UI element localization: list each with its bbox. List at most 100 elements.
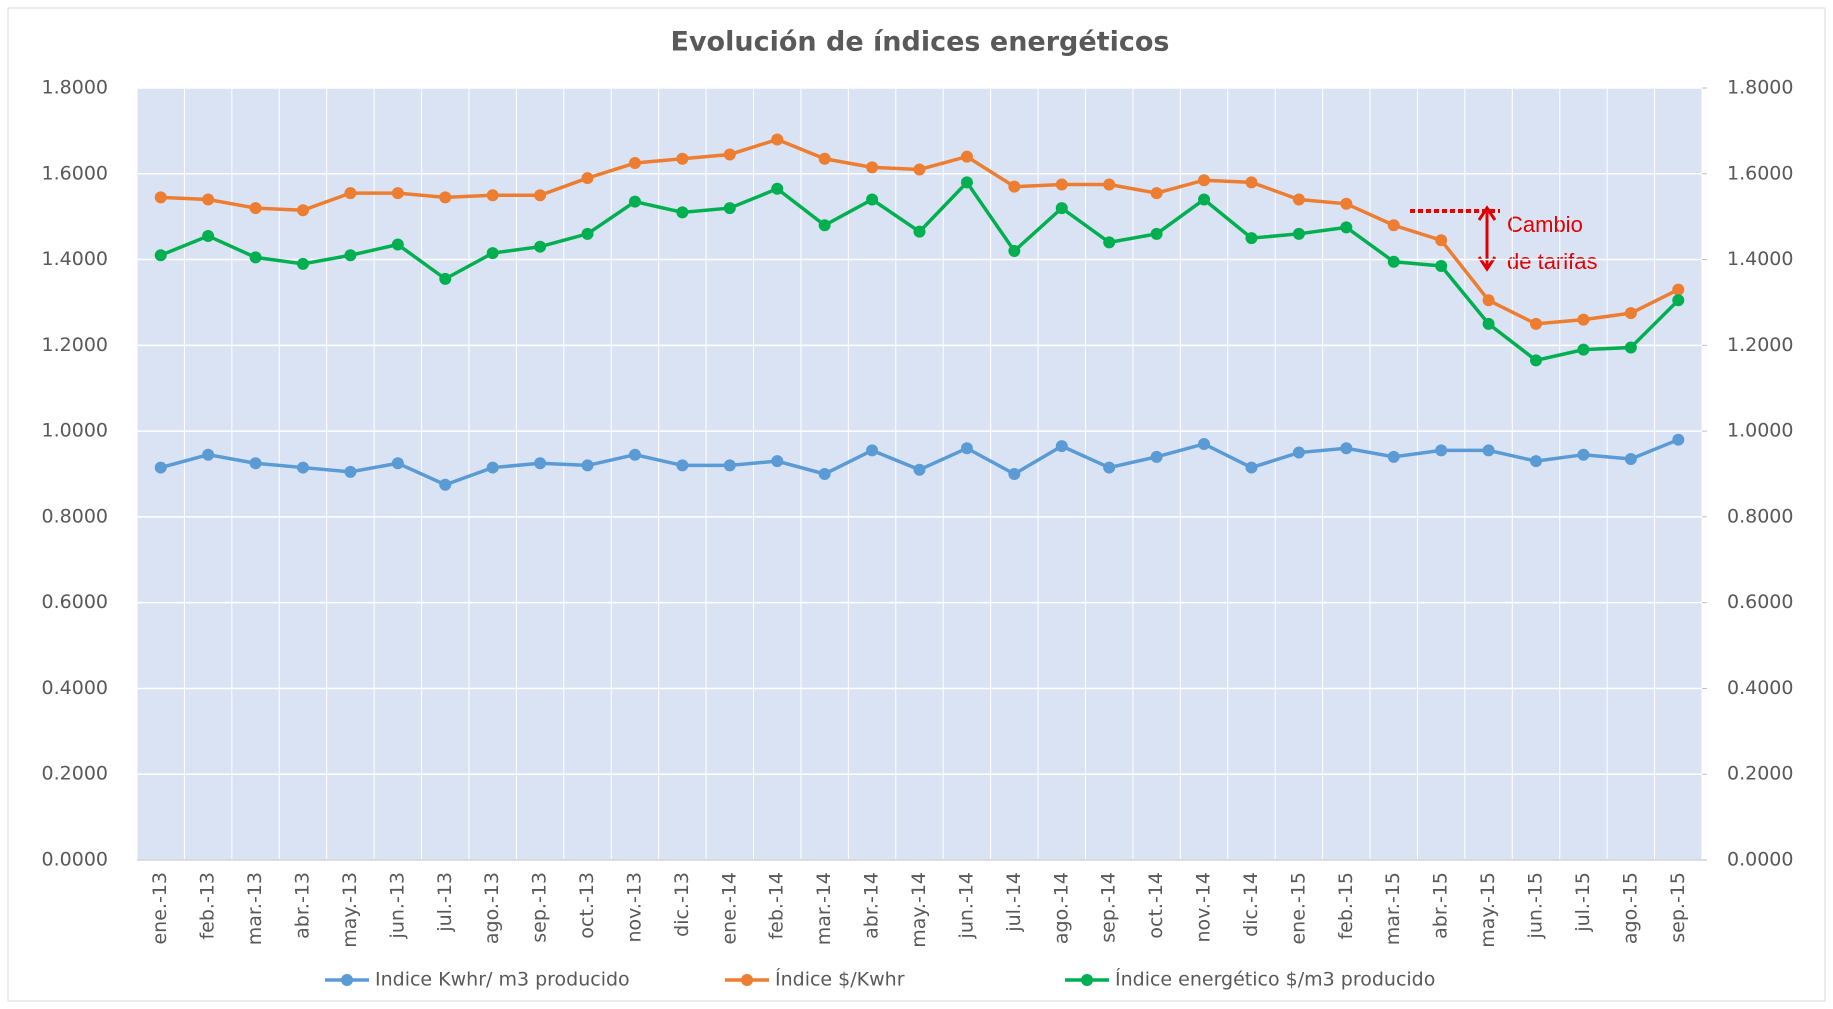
data-point: [771, 133, 784, 146]
legend-marker: [1081, 974, 1093, 986]
x-tick-label: ago.-15: [1619, 872, 1641, 944]
data-point: [1577, 448, 1590, 461]
x-tick-label: nov.-14: [1193, 872, 1215, 943]
data-point: [581, 172, 594, 185]
data-point: [296, 461, 309, 474]
x-tick-label: sep.-15: [1667, 872, 1689, 943]
x-tick-label: mar.-15: [1382, 872, 1404, 945]
annotation-arrowheads: [1477, 205, 1497, 272]
data-point: [723, 148, 736, 161]
data-point: [723, 459, 736, 472]
data-point: [1340, 442, 1353, 455]
x-tick-label: may.-14: [908, 872, 930, 948]
chart-title: Evolución de índices energéticos: [671, 27, 1170, 58]
legend-label: Índice energético $/m3 producido: [1115, 968, 1435, 991]
data-point: [1624, 307, 1637, 320]
y2-tick-label: 1.8000: [1727, 77, 1793, 99]
x-tick-label: abr.-15: [1430, 872, 1452, 939]
y-tick-label: 0.0000: [42, 849, 108, 871]
data-point: [344, 465, 357, 478]
x-tick-label: ago.-13: [481, 872, 503, 944]
x-tick-label: may.-13: [339, 872, 361, 948]
x-tick-label: jul.-13: [434, 872, 456, 933]
data-point: [534, 457, 547, 470]
data-point: [1435, 444, 1448, 457]
data-point: [1008, 180, 1021, 193]
y2-tick-label: 0.2000: [1727, 763, 1793, 785]
x-tick-label: abr.-13: [291, 872, 313, 939]
data-point: [1103, 178, 1116, 191]
data-point: [1008, 244, 1021, 257]
legend-label: Indice Kwhr/ m3 producido: [375, 969, 630, 991]
data-point: [676, 459, 689, 472]
data-point: [154, 249, 167, 262]
y-tick-label: 1.8000: [42, 77, 108, 99]
x-tick-label: dic.-13: [671, 872, 693, 937]
data-point: [486, 189, 499, 202]
data-point: [866, 161, 879, 174]
data-point: [866, 444, 879, 457]
data-point: [1150, 187, 1163, 200]
data-point: [818, 152, 831, 165]
x-tick-label: feb.-15: [1335, 872, 1357, 940]
data-point: [1150, 227, 1163, 240]
data-point: [202, 448, 215, 461]
data-point: [628, 195, 641, 208]
x-tick-label: ene.-14: [718, 872, 740, 945]
data-point: [1340, 197, 1353, 210]
x-tick-label: feb.-13: [197, 872, 219, 940]
data-point: [818, 468, 831, 480]
x-tick-label: nov.-13: [623, 872, 645, 943]
y-tick-label: 1.6000: [42, 162, 108, 184]
data-point: [960, 442, 973, 455]
data-point: [1672, 433, 1685, 446]
data-point: [1245, 176, 1258, 189]
data-point: [1387, 450, 1400, 463]
legend-label: Índice $/Kwhr: [775, 968, 905, 991]
y-tick-label: 0.2000: [42, 763, 108, 785]
x-tick-label: may.-15: [1477, 872, 1499, 948]
data-point: [676, 206, 689, 219]
data-point: [296, 257, 309, 270]
x-tick-label: jul.-14: [1003, 872, 1025, 933]
data-point: [439, 478, 452, 491]
x-tick-label: jul.-15: [1572, 872, 1594, 933]
x-tick-label: mar.-13: [244, 872, 266, 945]
x-tick-label: jun.-14: [955, 872, 977, 939]
x-tick-label: sep.-13: [529, 872, 551, 943]
data-point: [960, 150, 973, 163]
data-point: [344, 187, 357, 200]
data-point: [249, 202, 262, 215]
x-tick-label: sep.-14: [1098, 872, 1120, 943]
y-tick-label: 1.2000: [42, 334, 108, 356]
y-tick-label: 0.6000: [42, 591, 108, 613]
data-point: [1482, 294, 1495, 307]
data-point: [1387, 219, 1400, 232]
data-point: [439, 191, 452, 204]
data-point: [439, 272, 452, 285]
data-point: [1292, 227, 1305, 240]
data-point: [1150, 450, 1163, 463]
x-tick-label: ene.-13: [149, 872, 171, 945]
data-point: [154, 191, 167, 204]
data-point: [1292, 193, 1305, 206]
data-point: [628, 448, 641, 461]
y2-tick-label: 0.4000: [1727, 677, 1793, 699]
data-point: [1530, 317, 1543, 330]
y2-tick-label: 0.0000: [1727, 849, 1793, 871]
data-point: [1530, 455, 1543, 468]
data-point: [249, 251, 262, 264]
data-point: [1055, 202, 1068, 215]
data-point: [1577, 343, 1590, 356]
data-point: [1435, 259, 1448, 272]
x-tick-label: ene.-15: [1287, 872, 1309, 945]
data-point: [913, 163, 926, 176]
data-point: [1198, 174, 1211, 187]
y2-tick-label: 1.6000: [1727, 162, 1793, 184]
y2-tick-label: 1.2000: [1727, 334, 1793, 356]
y-tick-label: 0.8000: [42, 505, 108, 527]
data-point: [534, 240, 547, 253]
annotation: Cambio: [1507, 212, 1583, 237]
data-point: [1387, 255, 1400, 268]
data-point: [1103, 461, 1116, 474]
